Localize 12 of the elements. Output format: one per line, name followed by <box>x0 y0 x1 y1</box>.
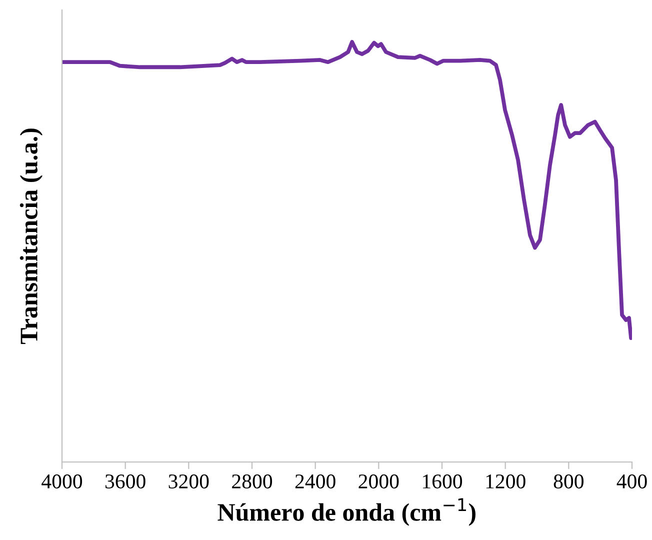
x-tick-label: 1200 <box>486 474 526 488</box>
x-tick-label: 4000 <box>42 474 82 488</box>
x-tick-label: 2000 <box>358 474 399 488</box>
x-tick-label: 400 <box>616 474 647 488</box>
y-axis-title: Transmitancia (u.a.) <box>20 128 43 344</box>
x-tick-label: 2400 <box>295 474 336 488</box>
x-tick-label: 1600 <box>423 474 462 488</box>
x-tick-label: 800 <box>554 474 584 488</box>
x-tick-label: 3600 <box>105 474 146 488</box>
x-axis-title: Número de onda (cm$^{−1}$) <box>218 498 476 526</box>
x-tick-label: 2800 <box>232 474 272 488</box>
x-tick-label: 3200 <box>168 474 209 488</box>
